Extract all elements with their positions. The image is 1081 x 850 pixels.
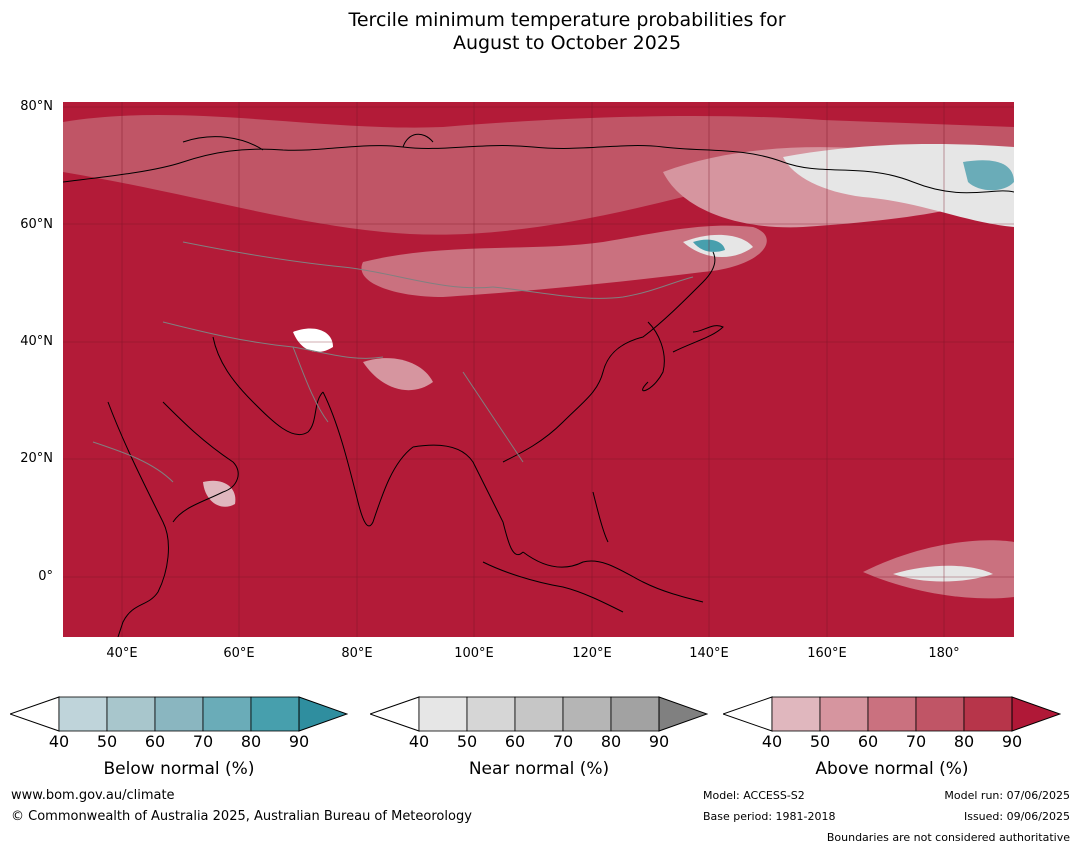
base-period: Base period: 1981-2018 <box>703 810 836 823</box>
model-name: Model: ACCESS-S2 <box>703 789 805 802</box>
colorbar-above-normal-step-1 <box>771 696 821 732</box>
tick-label: 90 <box>1001 732 1023 751</box>
colorbar-near-normal-step-4 <box>562 696 612 732</box>
colorbar-near-normal-title: Near normal (%) <box>468 759 610 779</box>
colorbar-below-normal-step-5 <box>250 696 300 732</box>
lon-label-80e: 80°E <box>341 646 373 661</box>
lon-label-40e: 40°E <box>106 646 138 661</box>
lon-label-100e: 100°E <box>454 646 494 661</box>
colorbar-near-normal <box>370 696 708 732</box>
tick-label: 80 <box>953 732 975 751</box>
colorbar-near-normal-max-arrow <box>658 696 708 732</box>
map-patch-mongolia <box>361 225 767 297</box>
colorbar-below-normal <box>10 696 348 732</box>
colorbar-below-normal-min-arrow <box>10 696 60 732</box>
colorbar-near-normal-step-1 <box>418 696 468 732</box>
tick-label: 70 <box>905 732 927 751</box>
title-line-2: August to October 2025 <box>452 32 682 54</box>
map-patch-tianshan <box>293 328 333 352</box>
colorbar-above-normal-step-5 <box>963 696 1013 732</box>
map-svg <box>63 102 1014 637</box>
probability-map <box>63 102 1014 637</box>
tick-label: 60 <box>144 732 166 751</box>
lat-label-60n: 60°N <box>20 217 53 232</box>
lat-label-0: 0° <box>38 569 53 584</box>
tick-label: 70 <box>192 732 214 751</box>
tick-label: 40 <box>48 732 70 751</box>
colorbar-below-normal-title: Below normal (%) <box>103 759 255 779</box>
issued-date: Issued: 09/06/2025 <box>963 810 1070 823</box>
tick-label: 50 <box>96 732 118 751</box>
colorbar-above-normal-max-arrow <box>1011 696 1061 732</box>
title-line-1: Tercile minimum temperature probabilitie… <box>348 9 786 31</box>
colorbar-near-normal-step-2 <box>466 696 516 732</box>
colorbar-above-normal-min-arrow <box>723 696 773 732</box>
colorbar-below-normal-step-4 <box>202 696 252 732</box>
copyright-text: © Commonwealth of Australia 2025, Austra… <box>11 809 472 824</box>
boundaries-disclaimer: Boundaries are not considered authoritat… <box>826 831 1070 844</box>
lon-label-160e: 160°E <box>807 646 847 661</box>
colorbar-below-normal-max-arrow <box>298 696 348 732</box>
colorbar-near-normal-step-3 <box>514 696 564 732</box>
tick-label: 80 <box>240 732 262 751</box>
tick-label: 60 <box>504 732 526 751</box>
map-patch-high-lat <box>63 115 1014 235</box>
tick-label: 90 <box>648 732 670 751</box>
colorbar-above-normal <box>723 696 1061 732</box>
lon-label-140e: 140°E <box>689 646 729 661</box>
map-borders <box>92 241 694 483</box>
tick-label: 90 <box>288 732 310 751</box>
website-link[interactable]: www.bom.gov.au/climate <box>11 788 175 803</box>
colorbar-above-normal-title: Above normal (%) <box>815 759 969 779</box>
tick-label: 40 <box>408 732 430 751</box>
lat-label-40n: 40°N <box>20 334 53 349</box>
tick-label: 70 <box>552 732 574 751</box>
map-patch-tibet <box>363 358 433 391</box>
chart-title: Tercile minimum temperature probabilitie… <box>0 9 1081 55</box>
colorbar-above-normal-step-3 <box>867 696 917 732</box>
colorbar-near-normal-min-arrow <box>370 696 420 732</box>
lon-label-120e: 120°E <box>572 646 612 661</box>
lon-label-60e: 60°E <box>223 646 255 661</box>
tick-label: 50 <box>809 732 831 751</box>
map-patch-below-normal-northeast <box>963 160 1014 191</box>
map-patch-near-normal-northeast <box>783 144 1014 227</box>
map-coastlines <box>63 133 1014 637</box>
colorbar-below-normal-step-1 <box>58 696 108 732</box>
lat-label-80n: 80°N <box>20 99 53 114</box>
lon-label-180: 180° <box>928 646 960 661</box>
colorbar-above-normal-step-2 <box>819 696 869 732</box>
tick-label: 80 <box>600 732 622 751</box>
colorbar-below-normal-step-2 <box>106 696 156 732</box>
colorbar-below-normal-step-3 <box>154 696 204 732</box>
map-graticule <box>63 102 1014 637</box>
tick-label: 50 <box>456 732 478 751</box>
model-run-date: Model run: 07/06/2025 <box>944 789 1070 802</box>
map-patch-pacific-near-normal <box>893 565 993 582</box>
tick-label: 60 <box>857 732 879 751</box>
colorbar-above-normal-step-4 <box>915 696 965 732</box>
lat-label-20n: 20°N <box>20 451 53 466</box>
tick-label: 40 <box>761 732 783 751</box>
colorbar-near-normal-step-5 <box>610 696 660 732</box>
